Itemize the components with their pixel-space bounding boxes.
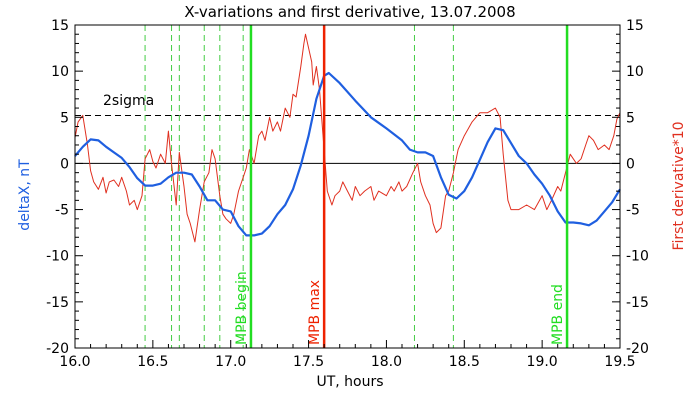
x-tick-label: 16.0 — [59, 354, 90, 370]
y-left-tick-label: -20 — [46, 341, 69, 357]
x-tick-label: 16.5 — [137, 354, 168, 370]
y-left-tick-label: 0 — [60, 156, 69, 172]
marker-label-0: MPB begin — [234, 271, 250, 345]
y-left-tick-label: -15 — [46, 295, 69, 311]
y-right-tick-label: -5 — [626, 203, 640, 219]
sigma-label: 2sigma — [103, 93, 154, 109]
y-left-ticks: 15 10 5 0 -5 -10 -15 -20 — [46, 18, 83, 357]
marker-layer: MPB begin MPB max MPB end — [234, 25, 569, 348]
x-tick-label: 19.5 — [604, 354, 635, 370]
y-left-axis-label: deltaX, nT — [17, 159, 33, 231]
y-left-tick-label: -10 — [46, 249, 69, 265]
y-left-tick-label: 10 — [51, 64, 69, 80]
y-left-tick-label: -5 — [55, 203, 69, 219]
marker-label-2: MPB end — [550, 284, 566, 345]
y-right-axis-label: First derivative*10 — [671, 121, 687, 250]
y-right-tick-label: 5 — [626, 110, 635, 126]
chart-title: X-variations and first derivative, 13.07… — [184, 3, 515, 21]
y-right-tick-label: 10 — [626, 64, 644, 80]
y-right-tick-label: 0 — [626, 156, 635, 172]
x-tick-label: 18.0 — [371, 354, 402, 370]
y-left-tick-label: 15 — [51, 18, 69, 34]
marker-label-1: MPB max — [307, 280, 323, 345]
y-left-tick-label: 5 — [60, 110, 69, 126]
y-right-tick-label: -15 — [626, 295, 649, 311]
series-derivative-line — [74, 33, 621, 243]
series-deltax-line — [74, 71, 621, 237]
y-right-tick-label: -20 — [626, 341, 649, 357]
x-tick-label: 17.5 — [293, 354, 324, 370]
plot-frame — [74, 24, 621, 349]
x-ticks: 16.0 16.5 17.0 17.5 18.0 18.5 19.0 19.5 — [59, 340, 636, 370]
x-tick-label: 19.0 — [527, 354, 558, 370]
x-tick-label: 18.5 — [449, 354, 480, 370]
y-right-tick-label: 15 — [626, 18, 644, 34]
x-tick-label: 17.0 — [215, 354, 246, 370]
series-layer — [74, 33, 621, 243]
y-right-ticks: 15 10 5 0 -5 -10 -15 -20 — [612, 18, 649, 357]
reference-lines — [75, 25, 620, 348]
x-axis-label: UT, hours — [316, 374, 383, 390]
y-right-tick-label: -10 — [626, 249, 649, 265]
